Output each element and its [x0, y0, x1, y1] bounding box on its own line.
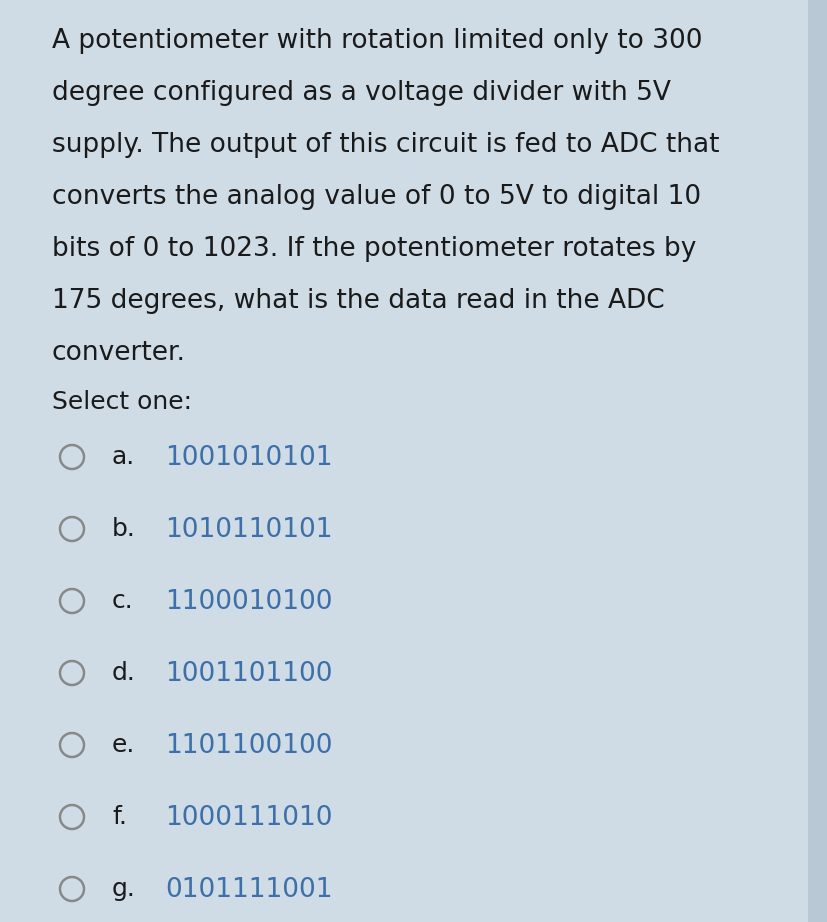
Text: converter.: converter. — [52, 340, 186, 366]
Text: a.: a. — [112, 445, 135, 469]
Text: c.: c. — [112, 589, 134, 613]
Text: e.: e. — [112, 733, 135, 757]
Text: Select one:: Select one: — [52, 390, 192, 414]
Text: degree configured as a voltage divider with 5V: degree configured as a voltage divider w… — [52, 80, 670, 106]
Bar — [807, 0, 827, 922]
Text: f.: f. — [112, 805, 127, 829]
Text: 0101111001: 0101111001 — [165, 877, 332, 903]
Text: bits of 0 to 1023. If the potentiometer rotates by: bits of 0 to 1023. If the potentiometer … — [52, 236, 696, 262]
Text: g.: g. — [112, 877, 136, 901]
Text: 1010110101: 1010110101 — [165, 517, 332, 543]
Text: d.: d. — [112, 661, 136, 685]
Text: 1101100100: 1101100100 — [165, 733, 332, 759]
Text: 1100010100: 1100010100 — [165, 589, 332, 615]
Text: b.: b. — [112, 517, 136, 541]
Text: supply. The output of this circuit is fed to ADC that: supply. The output of this circuit is fe… — [52, 132, 719, 158]
Text: 1000111010: 1000111010 — [165, 805, 332, 831]
Text: converts the analog value of 0 to 5V to digital 10: converts the analog value of 0 to 5V to … — [52, 184, 700, 210]
Text: 175 degrees, what is the data read in the ADC: 175 degrees, what is the data read in th… — [52, 288, 664, 314]
Text: A potentiometer with rotation limited only to 300: A potentiometer with rotation limited on… — [52, 28, 701, 54]
Text: 1001010101: 1001010101 — [165, 445, 332, 471]
Text: 1001101100: 1001101100 — [165, 661, 332, 687]
